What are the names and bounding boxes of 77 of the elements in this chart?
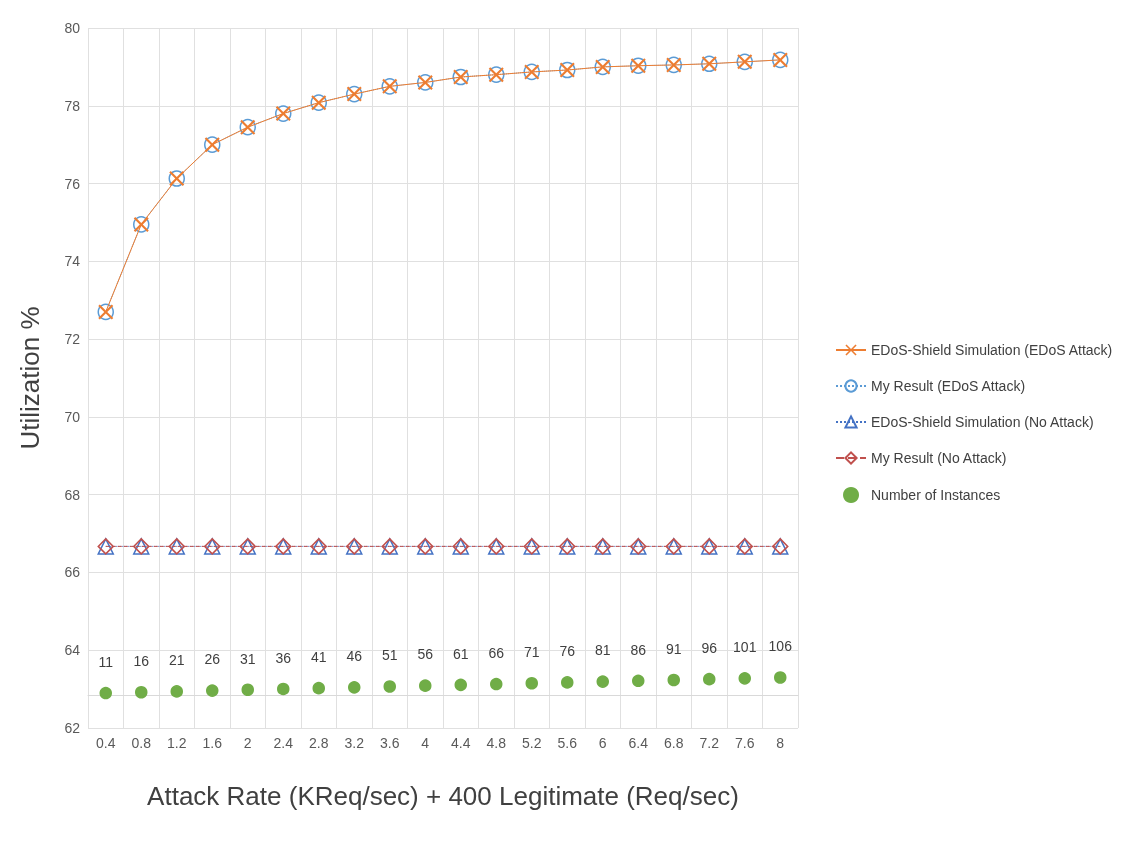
data-label: 56	[417, 646, 434, 663]
point	[596, 675, 609, 688]
y-tick-label: 76	[64, 175, 81, 192]
data-label: 46	[346, 648, 363, 665]
data-label: 66	[488, 644, 505, 661]
point	[206, 684, 219, 697]
point	[170, 685, 183, 698]
x-tick-label: 6.8	[664, 735, 684, 751]
point	[667, 673, 680, 687]
y-tick-label: 66	[64, 564, 81, 581]
data-label: 26	[204, 651, 221, 668]
point	[490, 677, 503, 691]
x-tick-label: 3.2	[344, 735, 365, 751]
y-tick-label: 62	[64, 720, 81, 736]
legend-label: EDoS-Shield Simulation (No Attack)	[871, 414, 1094, 430]
data-label: 36	[275, 649, 292, 666]
x-tick-label: 3.6	[380, 735, 400, 751]
x-tick-label: 8	[776, 735, 785, 751]
point	[135, 685, 148, 699]
data-label: 86	[630, 641, 647, 658]
data-label: 96	[701, 639, 718, 656]
legend-label: EDoS-Shield Simulation (EDoS Attack)	[871, 342, 1113, 358]
data-label: 41	[310, 648, 327, 665]
y-tick-label: 64	[64, 642, 81, 659]
x-tick-label: 4	[421, 735, 430, 751]
x-tick-label: 5.2	[522, 735, 542, 751]
data-label: 21	[168, 652, 185, 669]
point	[383, 680, 396, 693]
point	[241, 683, 254, 697]
data-label: 31	[239, 650, 256, 667]
data-label: 71	[523, 643, 540, 660]
x-tick-label: 4.4	[451, 735, 471, 751]
data-label: 16	[133, 652, 150, 669]
legend-label: My Result (EDoS Attack)	[871, 378, 1026, 394]
point	[454, 678, 467, 692]
x-tick-label: 7.6	[735, 735, 755, 751]
point	[703, 672, 716, 686]
x-tick-label: 1.6	[202, 735, 223, 751]
x-tick-label: 2.8	[309, 735, 329, 751]
data-label: 91	[665, 640, 682, 657]
x-tick-label: 7.2	[699, 735, 720, 751]
data-label: 76	[559, 643, 576, 660]
y-tick-label: 70	[64, 408, 81, 425]
point	[525, 676, 538, 690]
x-tick-label: 4.8	[486, 735, 507, 751]
y-axis-title: Utilization %	[15, 306, 45, 450]
x-tick-label: 2.4	[273, 735, 294, 751]
point	[312, 681, 325, 695]
data-label: 51	[381, 647, 398, 664]
y-tick-label: 68	[64, 486, 81, 503]
point	[419, 679, 432, 692]
x-tick-label: 0.4	[96, 735, 116, 751]
legend-label: Number of Instances	[871, 487, 1001, 503]
point	[348, 681, 361, 694]
data-label: 101	[733, 639, 757, 656]
x-tick-label: 6	[598, 735, 607, 751]
x-tick-label: 0.8	[131, 735, 152, 751]
y-tick-label: 80	[64, 20, 81, 36]
point	[277, 682, 290, 696]
x-tick-label: 6.4	[628, 735, 649, 751]
x-tick-label: 1.2	[167, 735, 187, 751]
point	[99, 686, 112, 700]
point	[561, 676, 574, 689]
point	[738, 672, 751, 685]
point	[774, 671, 787, 684]
legend-label: My Result (No Attack)	[871, 450, 1007, 466]
data-label: 106	[768, 638, 793, 655]
x-tick-label: 2	[243, 735, 252, 751]
point	[632, 674, 645, 688]
x-tick-label: 5.6	[557, 735, 578, 751]
y-tick-label: 74	[64, 253, 81, 270]
x-axis-title: Attack Rate (KReq/sec) + 400 Legitimate (Req/sec)	[147, 781, 739, 811]
data-label: 81	[594, 642, 611, 659]
data-label: 11	[98, 653, 114, 670]
data-label: 61	[452, 645, 469, 662]
y-tick-label: 72	[64, 331, 81, 348]
y-tick-label: 78	[64, 97, 81, 114]
